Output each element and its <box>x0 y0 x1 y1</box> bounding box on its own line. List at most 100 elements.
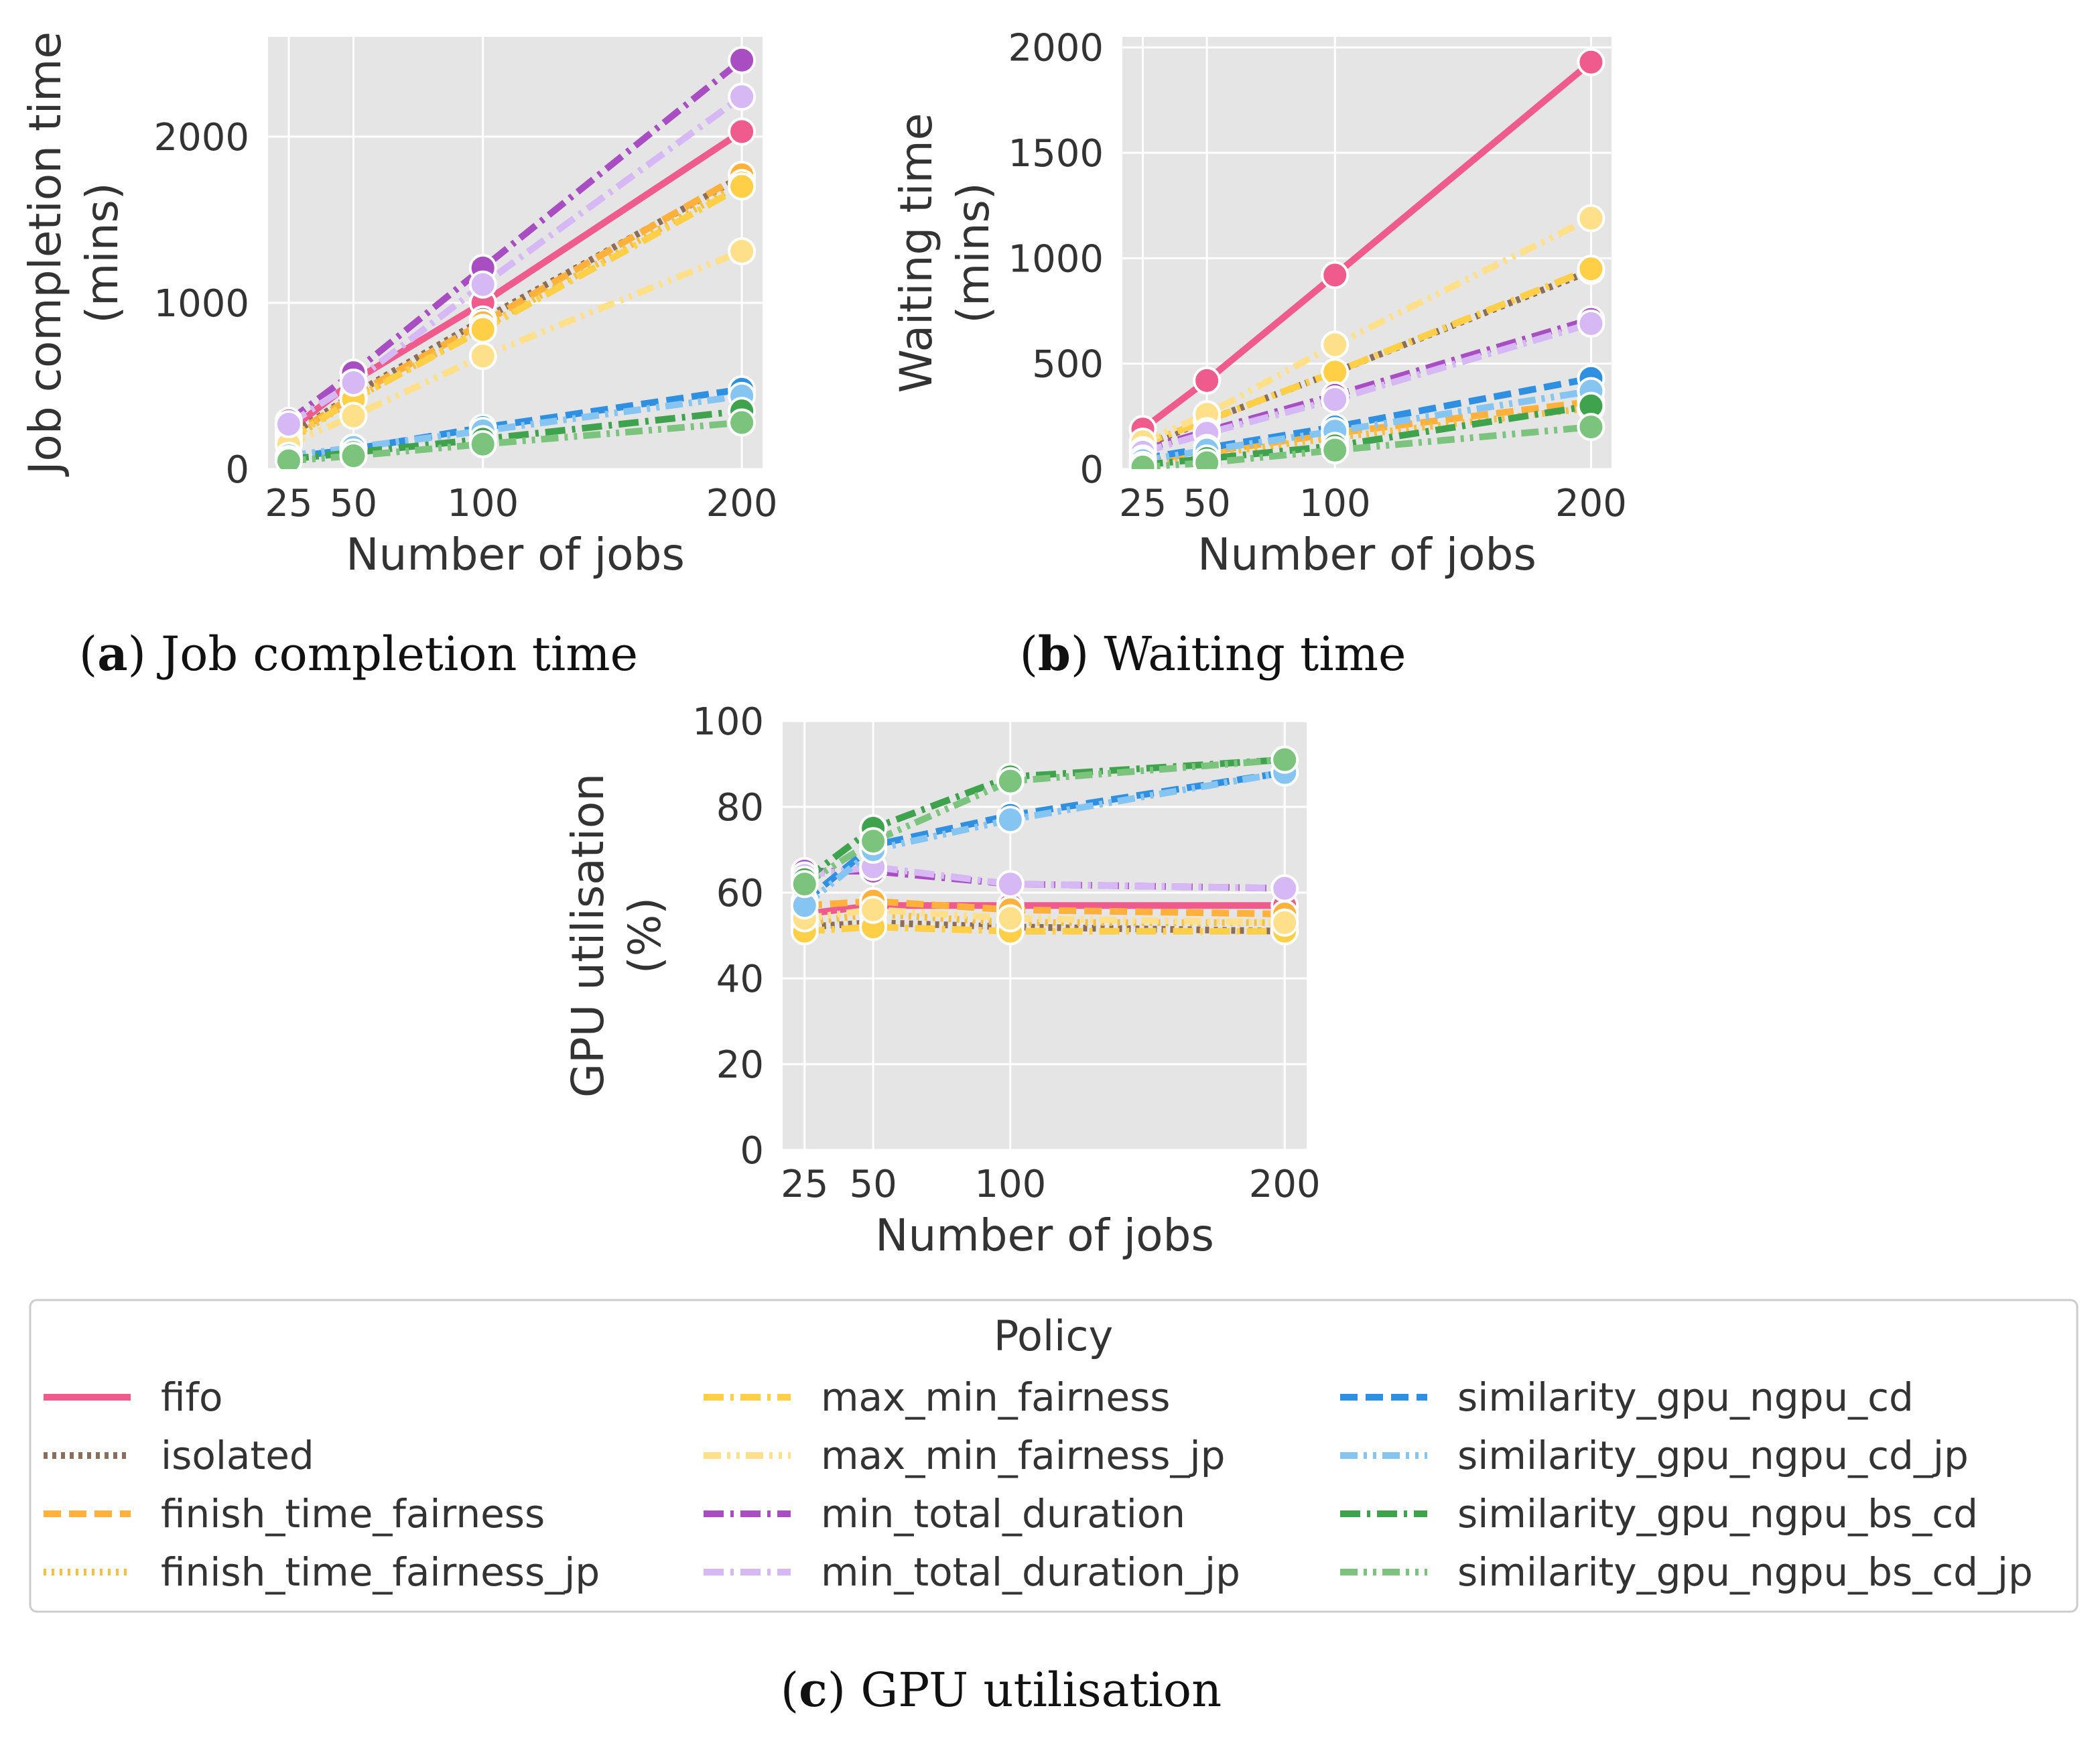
x-tick-label: 100 <box>974 1163 1046 1206</box>
data-point-similarity_gpu_ngpu_bs_cd_jp <box>1193 448 1222 469</box>
data-point-max_min_fairness_jp <box>996 904 1025 933</box>
legend-label: similarity_gpu_ngpu_cd <box>1457 1374 1914 1420</box>
data-point-fifo <box>1321 261 1350 289</box>
data-point-similarity_gpu_ngpu_bs_cd_jp <box>468 430 497 458</box>
y-tick-label: 60 <box>716 872 764 915</box>
panel-caption: (b) Waiting time <box>1020 626 1406 682</box>
y-tick-label: 80 <box>716 786 764 830</box>
x-tick-label: 50 <box>330 482 377 525</box>
y-tick-label: 20 <box>716 1043 764 1087</box>
legend-label: max_min_fairness <box>821 1374 1171 1420</box>
data-point-max_min_fairness_jp <box>859 895 888 924</box>
caption-letter: a <box>97 626 127 682</box>
y-tick-label: 2000 <box>1008 27 1104 70</box>
series-line-finish_time_fairness_jp <box>804 911 1285 926</box>
data-point-similarity_gpu_ngpu_bs_cd_jp <box>790 870 819 899</box>
data-point-similarity_gpu_ngpu_bs_cd_jp <box>1577 413 1605 442</box>
x-tick-label: 200 <box>1249 1163 1321 1206</box>
series-line-similarity_gpu_ngpu_bs_cd_jp <box>288 419 742 464</box>
caption-paren: ( <box>781 1663 799 1718</box>
panel-caption: (a) Job completion time <box>79 626 638 682</box>
legend-label: similarity_gpu_ngpu_bs_cd_jp <box>1457 1549 2033 1595</box>
x-axis-label: Number of jobs <box>875 1210 1214 1261</box>
x-tick-label: 25 <box>1119 482 1167 525</box>
x-tick-label: 50 <box>849 1163 897 1206</box>
y-tick-label: 1500 <box>1008 132 1104 176</box>
data-point-max_min_fairness_jp <box>468 342 497 371</box>
data-point-max_min_fairness_jp <box>339 401 368 430</box>
y-tick-label: 500 <box>1032 343 1104 387</box>
series-line-similarity_gpu_ngpu_cd <box>802 769 1285 904</box>
legend-label: max_min_fairness_jp <box>821 1433 1225 1478</box>
data-point-max_min_fairness <box>1321 358 1350 387</box>
data-point-min_total_duration_jp <box>996 870 1025 899</box>
plot-background <box>1122 37 1612 469</box>
legend-label: isolated <box>161 1433 314 1478</box>
data-point-max_min_fairness <box>728 172 757 201</box>
legend-label: similarity_gpu_ngpu_bs_cd <box>1457 1491 1978 1537</box>
data-point-max_min_fairness_jp <box>728 237 757 266</box>
data-point-max_min_fairness_jp <box>1270 908 1299 937</box>
y-axis-label-units: (mins) <box>947 182 999 323</box>
data-point-similarity_gpu_ngpu_bs_cd_jp <box>1270 745 1299 774</box>
caption-paren: ( <box>1020 627 1038 682</box>
series-line-similarity_gpu_ngpu_bs_cd <box>802 756 1285 883</box>
y-axis-label-units: (%) <box>619 897 671 974</box>
y-tick-label: 1000 <box>1008 237 1104 281</box>
data-point-similarity_gpu_ngpu_bs_cd_jp <box>859 827 888 856</box>
series-line-max_min_fairness <box>1141 265 1593 447</box>
x-tick-label: 50 <box>1183 482 1230 525</box>
y-tick-label: 1000 <box>153 282 249 326</box>
y-axis-label-units: (mins) <box>76 182 128 323</box>
series-line-max_min_fairness_jp <box>1141 215 1593 445</box>
series-line-similarity_gpu_ngpu_bs_cd <box>1142 402 1592 468</box>
series-line-max_min_fairness <box>804 923 1285 935</box>
legend-label: fifo <box>161 1374 222 1420</box>
caption-text: ) Job completion time <box>128 627 639 682</box>
y-tick-label: 100 <box>692 700 764 744</box>
plot-background <box>783 721 1307 1150</box>
caption-letter: b <box>1038 626 1071 682</box>
y-tick-label: 40 <box>716 958 764 1001</box>
series-line-fifo <box>1140 59 1593 432</box>
y-tick-label: 0 <box>225 448 249 492</box>
y-tick-label: 0 <box>1079 448 1104 492</box>
data-point-min_total_duration_jp <box>1321 385 1350 414</box>
caption-text: ) GPU utilisation <box>828 1663 1222 1718</box>
data-point-fifo <box>728 117 757 146</box>
x-axis-label: Number of jobs <box>1197 529 1536 580</box>
data-point-similarity_gpu_ngpu_bs_cd_jp <box>728 408 757 437</box>
series-line-min_total_duration_jp <box>287 94 744 428</box>
data-point-similarity_gpu_ngpu_bs_cd_jp <box>1321 436 1350 464</box>
data-point-max_min_fairness_jp <box>1577 204 1605 233</box>
series-line-min_total_duration_jp <box>804 863 1285 892</box>
data-point-similarity_gpu_ngpu_bs_cd_jp <box>339 442 368 469</box>
legend: Policy fifo isolated finish_time_fairnessfi… <box>29 1299 2079 1613</box>
legend-label: finish_time_fairness <box>161 1491 545 1537</box>
x-tick-label: 200 <box>706 482 778 525</box>
series-line-min_total_duration_jp <box>1142 320 1592 456</box>
series-line-similarity_gpu_ngpu_cd_jp <box>1142 387 1592 464</box>
legend-title: Policy <box>994 1311 1113 1360</box>
series-group <box>790 745 1299 946</box>
caption-letter: c <box>799 1662 828 1718</box>
y-axis-label: GPU utilisation <box>562 773 614 1098</box>
data-point-fifo <box>1577 48 1605 76</box>
data-point-similarity_gpu_ngpu_bs_cd_jp <box>1128 452 1157 469</box>
data-point-min_total_duration_jp <box>274 410 303 439</box>
series-line-similarity_gpu_ngpu_bs_cd <box>288 407 742 463</box>
data-point-min_total_duration <box>728 46 757 74</box>
x-tick-label: 25 <box>265 482 312 525</box>
legend-label: similarity_gpu_ngpu_cd_jp <box>1457 1433 1969 1478</box>
legend-label: min_total_duration_jp <box>821 1549 1240 1595</box>
caption-text: ) Waiting time <box>1071 627 1406 682</box>
x-tick-label: 100 <box>1299 482 1371 525</box>
x-axis-label: Number of jobs <box>346 529 685 580</box>
y-axis-label: Job completion time <box>19 31 71 477</box>
data-point-fifo <box>1193 366 1222 395</box>
data-point-min_total_duration_jp <box>468 270 497 299</box>
series-line-min_total_duration <box>286 57 744 424</box>
series-line-finish_time_fairness <box>804 897 1285 917</box>
series-line-similarity_gpu_ngpu_cd_jp <box>288 392 742 460</box>
